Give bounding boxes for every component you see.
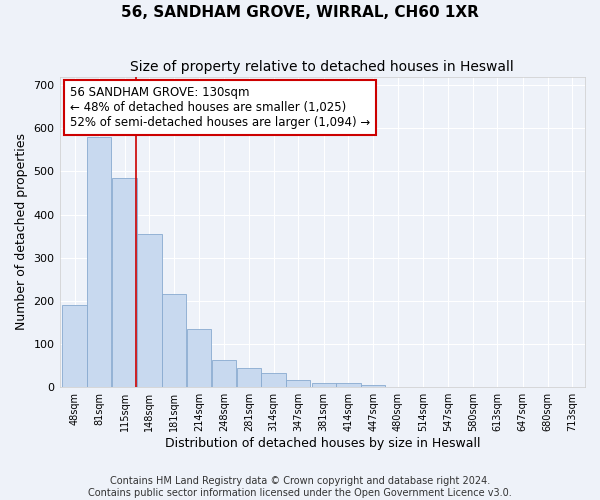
Bar — [262, 374, 286, 387]
Text: Contains HM Land Registry data © Crown copyright and database right 2024.
Contai: Contains HM Land Registry data © Crown c… — [88, 476, 512, 498]
X-axis label: Distribution of detached houses by size in Heswall: Distribution of detached houses by size … — [164, 437, 480, 450]
Text: 56 SANDHAM GROVE: 130sqm
← 48% of detached houses are smaller (1,025)
52% of sem: 56 SANDHAM GROVE: 130sqm ← 48% of detach… — [70, 86, 370, 129]
Bar — [286, 380, 310, 387]
Bar — [311, 383, 336, 387]
Bar — [187, 329, 211, 387]
Title: Size of property relative to detached houses in Heswall: Size of property relative to detached ho… — [130, 60, 514, 74]
Bar — [62, 305, 86, 387]
Y-axis label: Number of detached properties: Number of detached properties — [15, 134, 28, 330]
Bar — [112, 178, 137, 387]
Bar — [212, 360, 236, 387]
Bar — [237, 368, 261, 387]
Bar — [137, 234, 161, 387]
Bar — [337, 383, 361, 387]
Bar — [162, 294, 186, 387]
Bar — [361, 385, 385, 387]
Bar — [87, 137, 112, 387]
Text: 56, SANDHAM GROVE, WIRRAL, CH60 1XR: 56, SANDHAM GROVE, WIRRAL, CH60 1XR — [121, 5, 479, 20]
